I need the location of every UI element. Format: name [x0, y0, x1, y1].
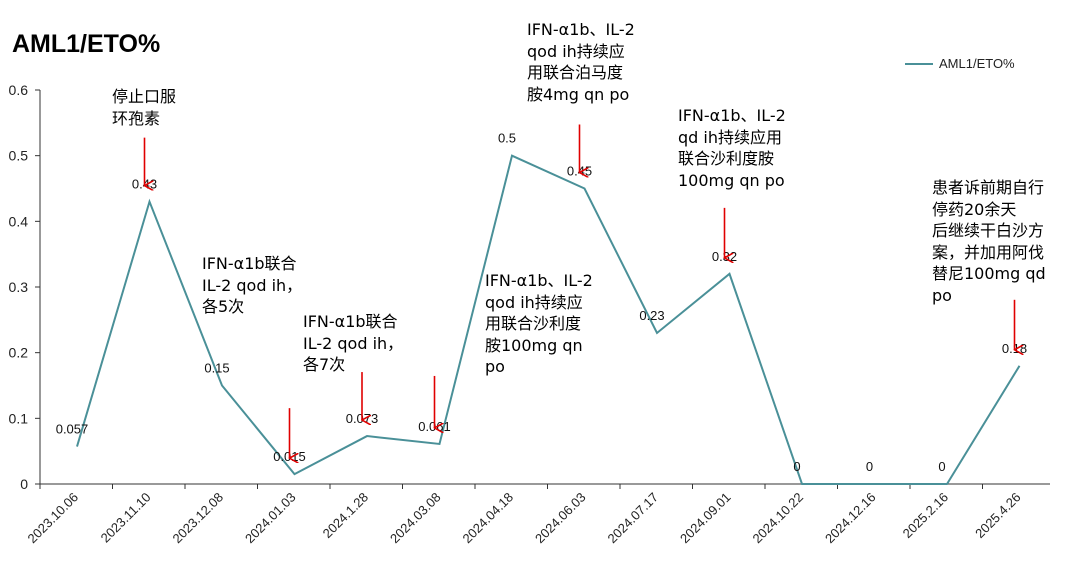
- annotation-ifn-il2-7-times: IFN-α1b联合 IL-2 qod ih， 各7次: [303, 312, 404, 374]
- x-tick-label: 2023.12.08: [169, 490, 226, 547]
- data-label: 0.5: [498, 131, 516, 146]
- x-tick-label: 2024.07.17: [604, 490, 661, 547]
- chart-legend: AML1/ETO%: [905, 56, 1015, 71]
- x-tick-label: 2023.10.06: [24, 490, 81, 547]
- legend-label: AML1/ETO%: [939, 56, 1015, 71]
- data-label: 0.15: [204, 361, 229, 376]
- y-tick-label: 0.5: [9, 148, 29, 164]
- data-label: 0: [938, 459, 945, 474]
- series-group: [76, 154, 1021, 485]
- y-tick-label: 0.2: [9, 345, 29, 361]
- annotation-arrows: [145, 124, 1015, 459]
- data-label: 0: [866, 459, 873, 474]
- x-tick-label: 2024.09.01: [677, 490, 734, 547]
- y-tick-label: 0.3: [9, 279, 29, 295]
- x-tick-label: 2024.03.08: [387, 490, 444, 547]
- x-tick-label: 2025.2.16: [900, 490, 952, 542]
- data-labels: 0.0570.430.150.0150.0730.0610.50.450.230…: [56, 131, 1027, 474]
- y-tick-label: 0: [20, 476, 28, 492]
- y-tick-label: 0.6: [9, 82, 29, 98]
- annotation-thalidomide-qd: IFN-α1b、IL-2 qd ih持续应用 联合沙利度胺 100mg qn p…: [678, 106, 786, 190]
- data-label: 0: [793, 459, 800, 474]
- annotation-pomalidomide: IFN-α1b、IL-2 qod ih持续应 用联合泊马度 胺4mg qn po: [527, 20, 635, 104]
- axes: 0 0.1 0.2 0.3 0.4 0.5 0.6 2023.10.06 2023.11.10 2…: [9, 82, 1050, 546]
- data-label: 0.23: [639, 308, 664, 323]
- x-tick-label: 2024.1.28: [320, 490, 372, 542]
- x-tick-label: 2023.11.10: [98, 490, 154, 546]
- x-tick-label: 2024.12.16: [822, 490, 879, 547]
- series-line-aml1-eto: [76, 154, 1021, 485]
- x-tick-label: 2024.01.03: [242, 490, 299, 547]
- y-tick-label: 0.1: [9, 410, 29, 426]
- annotation-ifn-il2-5-times: IFN-α1b联合 IL-2 qod ih， 各5次: [202, 254, 303, 316]
- x-tick-label: 2024.04.18: [459, 490, 516, 547]
- legend-line-swatch: [905, 62, 933, 65]
- x-tick-label: 2025.4.26: [972, 490, 1024, 542]
- annotation-avapritinib: 患者诉前期自行 停药20余天 后继续干白沙方 案，并加用阿伐 替尼100mg q…: [932, 178, 1046, 305]
- annotation-stop-cyclosporine: 停止口服 环孢素: [112, 87, 177, 128]
- y-tick-label: 0.4: [9, 213, 29, 229]
- x-tick-label: 2024.10.22: [749, 490, 806, 547]
- chart-title: AML1/ETO%: [12, 30, 161, 58]
- data-label: 0.057: [56, 422, 89, 437]
- x-tick-label: 2024.06.03: [532, 490, 589, 547]
- annotation-thalidomide-qod: IFN-α1b、IL-2 qod ih持续应 用联合沙利度 胺100mg qn …: [485, 271, 593, 376]
